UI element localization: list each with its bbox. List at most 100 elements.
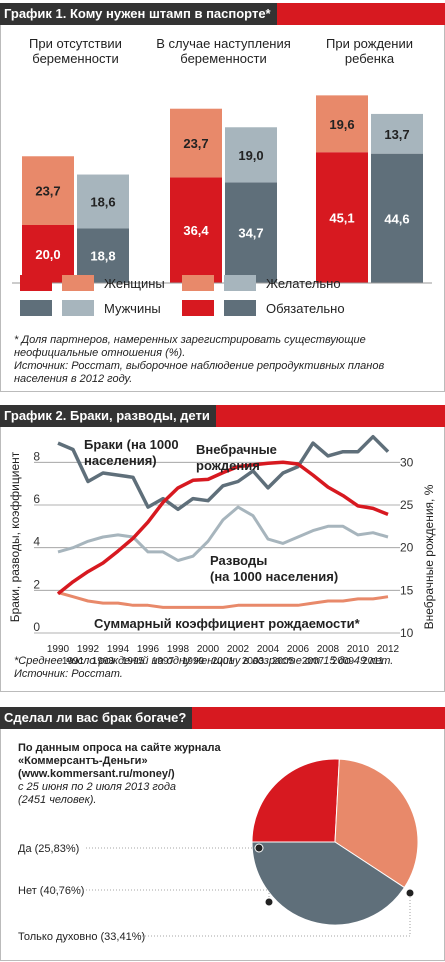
chart2-series-label-marriages: Браки (на 1000 — [84, 437, 179, 452]
chart1-value-label: 19,6 — [329, 117, 354, 132]
chart1-footnote-line3: Источник: Росстат, выборочное наблюдение… — [14, 360, 385, 372]
chart1-footnote-line2: неофициальные отношения (%). — [14, 347, 186, 359]
legend-swatch-women-required — [20, 275, 52, 291]
chart1-footnote-line4: населения в 2012 году. — [14, 373, 133, 385]
chart2-header-bar: График 2. Браки, разводы, дети — [0, 405, 445, 427]
chart1-bar-men-required — [371, 153, 423, 283]
chart2-series-label-marriages: населения) — [84, 453, 157, 468]
chart2-series-label-fertility: Суммарный коэффициент рождаемости* — [94, 616, 361, 631]
chart3-intro-line1: По данным опроса на сайте журнала — [18, 742, 221, 754]
chart1-bar-women-required — [316, 152, 368, 283]
chart1-header-bar: График 1. Кому нужен штамп в паспорте* — [0, 3, 445, 25]
chart2-ytick-right: 25 — [400, 498, 414, 512]
chart2-ytick-left: 8 — [33, 449, 40, 463]
legend-women: Женщины — [104, 276, 165, 291]
chart1-value-label: 18,6 — [90, 195, 115, 210]
chart1-bar-women-desired — [22, 156, 74, 225]
chart2-xtick: 2005 — [272, 656, 295, 667]
legend-men: Мужчины — [104, 301, 161, 316]
chart2-title: График 2. Браки, разводы, дети — [0, 405, 216, 427]
chart2-xtick: 2009 — [332, 656, 355, 667]
chart2-xtick: 2007 — [302, 656, 325, 667]
chart2-xtick: 1992 — [77, 644, 100, 655]
chart3-intro-line4: с 25 июня по 2 июля 2013 года — [18, 781, 177, 793]
chart1-value-label: 34,7 — [238, 226, 263, 241]
chart2-series-line — [57, 434, 390, 512]
chart3-intro-line2: «Коммерсантъ-Деньги» — [18, 755, 148, 767]
chart1-value-label: 45,1 — [329, 211, 354, 226]
chart2-xtick: 2003 — [242, 656, 265, 667]
legend-swatch-women-desired — [62, 275, 94, 291]
chart2-series-label-extramarital: Внебрачные — [196, 442, 277, 457]
chart1-category-label: В случае наступления — [156, 36, 291, 51]
chart1-bar-men-desired — [225, 127, 277, 183]
chart2-series-line — [57, 505, 389, 562]
legend-swatch-desired-red — [182, 275, 214, 291]
chart2-xtick: 2011 — [362, 656, 384, 667]
chart2-xtick: 1998 — [167, 644, 190, 655]
chart3-intro-line5: (2451 человек). — [18, 794, 97, 806]
chart2-ytick-right: 20 — [400, 541, 414, 555]
chart3-pie-slice — [251, 758, 340, 843]
chart3-legend-label: Нет (40,76%) — [18, 885, 84, 897]
chart3-legend-label: Только духовно (33,41%) — [18, 931, 145, 943]
chart1-value-label: 18,8 — [90, 249, 115, 264]
chart1-category-label: беременности — [180, 51, 266, 66]
chart2-xtick: 1994 — [107, 644, 130, 655]
legend-swatch-men-desired — [62, 300, 94, 316]
legend-swatch-required-gray — [224, 300, 256, 316]
chart3-pie-slice — [251, 841, 406, 926]
chart2-ytick-left: 0 — [33, 620, 40, 634]
chart2-ytick-right: 15 — [400, 583, 414, 597]
chart1-category-label: При рождении — [326, 36, 413, 51]
chart1-value-label: 23,7 — [35, 184, 60, 199]
legend-swatch-required-red — [182, 300, 214, 316]
chart3-svg: Да (25,83%) Нет (40,76%) Только духовно (3… — [18, 758, 419, 943]
chart2-xtick: 1991 — [62, 656, 85, 667]
chart2-ylabel-left: Браки, разводы, коэффициент — [8, 451, 22, 622]
chart2-xtick: 2006 — [287, 644, 310, 655]
chart1-value-label: 36,4 — [183, 223, 209, 238]
legend-swatch-men-required — [20, 300, 52, 316]
chart3-leader-line — [142, 893, 411, 937]
chart2-xtick: 2001 — [212, 656, 235, 667]
chart3-callout-dot — [405, 888, 415, 898]
chart1-value-label: 20,0 — [35, 247, 60, 262]
chart2-xtick: 1990 — [47, 644, 70, 655]
chart1-footnote-line1: * Доля партнеров, намеренных зарегистрир… — [14, 334, 366, 346]
chart2-xtick: 2010 — [347, 644, 370, 655]
chart1-value-label: 13,7 — [384, 127, 409, 142]
chart1-bar-women-required — [22, 225, 74, 283]
chart2-xtick: 2002 — [227, 644, 250, 655]
chart1-bar-men-required — [225, 182, 277, 283]
chart2-footnote-line2: Источник: Росстат. — [14, 668, 123, 680]
legend-desired: Желательно — [266, 276, 341, 291]
chart1-category-label: ребенка — [345, 51, 395, 66]
chart3-intro-line3: (www.kommersant.ru/money/) — [18, 768, 175, 780]
chart1-category-label: При отсутствии — [29, 36, 122, 51]
chart1-value-label: 19,0 — [238, 148, 263, 163]
legend-swatch-desired-gray — [224, 275, 256, 291]
chart2-xtick: 1996 — [137, 644, 160, 655]
chart2-xtick: 2008 — [317, 644, 340, 655]
chart1-bar-women-desired — [316, 95, 368, 153]
chart2-ytick-left: 2 — [33, 577, 40, 591]
chart1-value-label: 23,7 — [183, 136, 208, 151]
chart3-legend-label: Да (25,83%) — [18, 843, 79, 855]
chart2-ytick-left: 6 — [33, 492, 40, 506]
chart2-xtick: 1999 — [182, 656, 205, 667]
chart1-bar-men-required — [77, 228, 129, 283]
chart2-xtick: 1995 — [122, 656, 145, 667]
chart2-ytick-right: 10 — [400, 626, 414, 640]
chart2-xtick: 1997 — [152, 656, 175, 667]
chart2-series-line — [56, 460, 389, 596]
chart1-bar-men-desired — [371, 113, 423, 154]
chart3-title: Сделал ли вас брак богаче? — [0, 707, 193, 729]
chart1-value-label: 44,6 — [384, 211, 409, 226]
chart1-bar-women-required — [170, 177, 222, 283]
chart2-xtick: 2000 — [197, 644, 220, 655]
chart1-bar-men-desired — [77, 174, 129, 229]
chart2-series-label-divorces: (на 1000 населения) — [210, 569, 338, 584]
chart2-footnote-line1: *Среднее число рождений на одну женщину … — [14, 655, 394, 667]
chart1-title: График 1. Кому нужен штамп в паспорте* — [0, 3, 277, 25]
